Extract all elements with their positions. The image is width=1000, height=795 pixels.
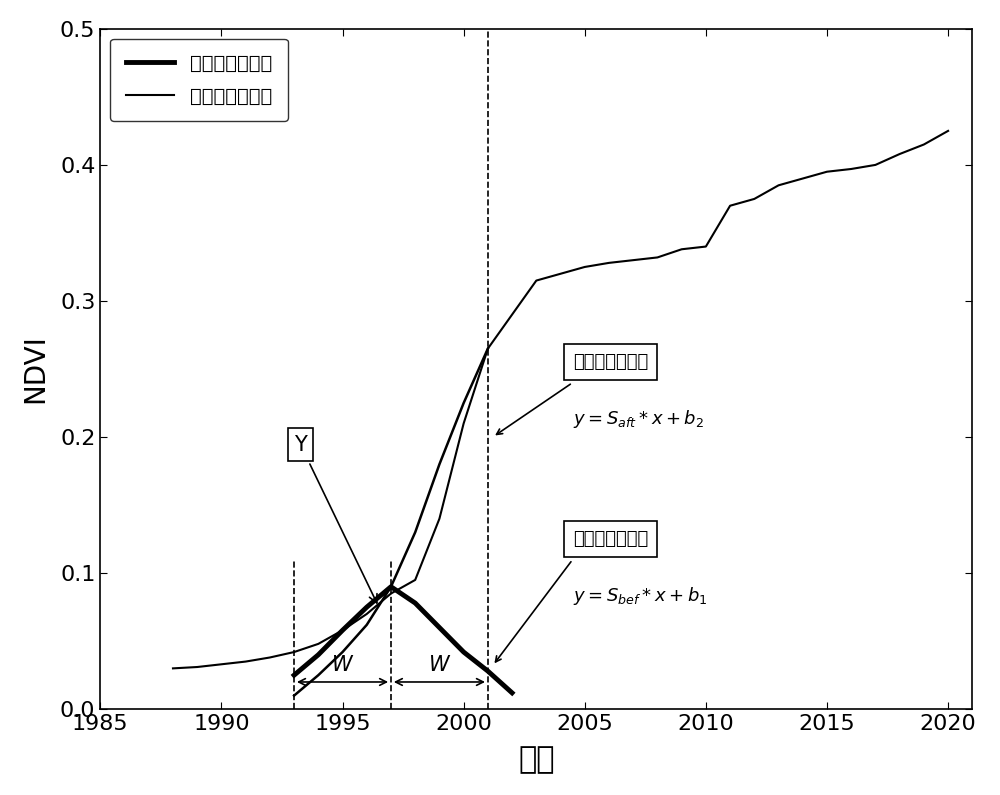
Text: $y=S_{bef}*x+b_{1}$: $y=S_{bef}*x+b_{1}$ xyxy=(573,585,707,607)
Text: 前子空间拟合线: 前子空间拟合线 xyxy=(573,530,648,548)
Text: W: W xyxy=(332,655,353,675)
Text: Y: Y xyxy=(294,435,377,603)
Text: 后子空间拟合线: 后子空间拟合线 xyxy=(573,353,648,371)
X-axis label: 年份: 年份 xyxy=(518,745,555,774)
Text: W: W xyxy=(429,655,450,675)
Text: $y=S_{aft}*x+b_{2}$: $y=S_{aft}*x+b_{2}$ xyxy=(573,409,704,430)
Legend: 前子空间拟合线, 后子空间拟合线: 前子空间拟合线, 后子空间拟合线 xyxy=(110,38,288,122)
Y-axis label: NDVI: NDVI xyxy=(21,335,49,403)
